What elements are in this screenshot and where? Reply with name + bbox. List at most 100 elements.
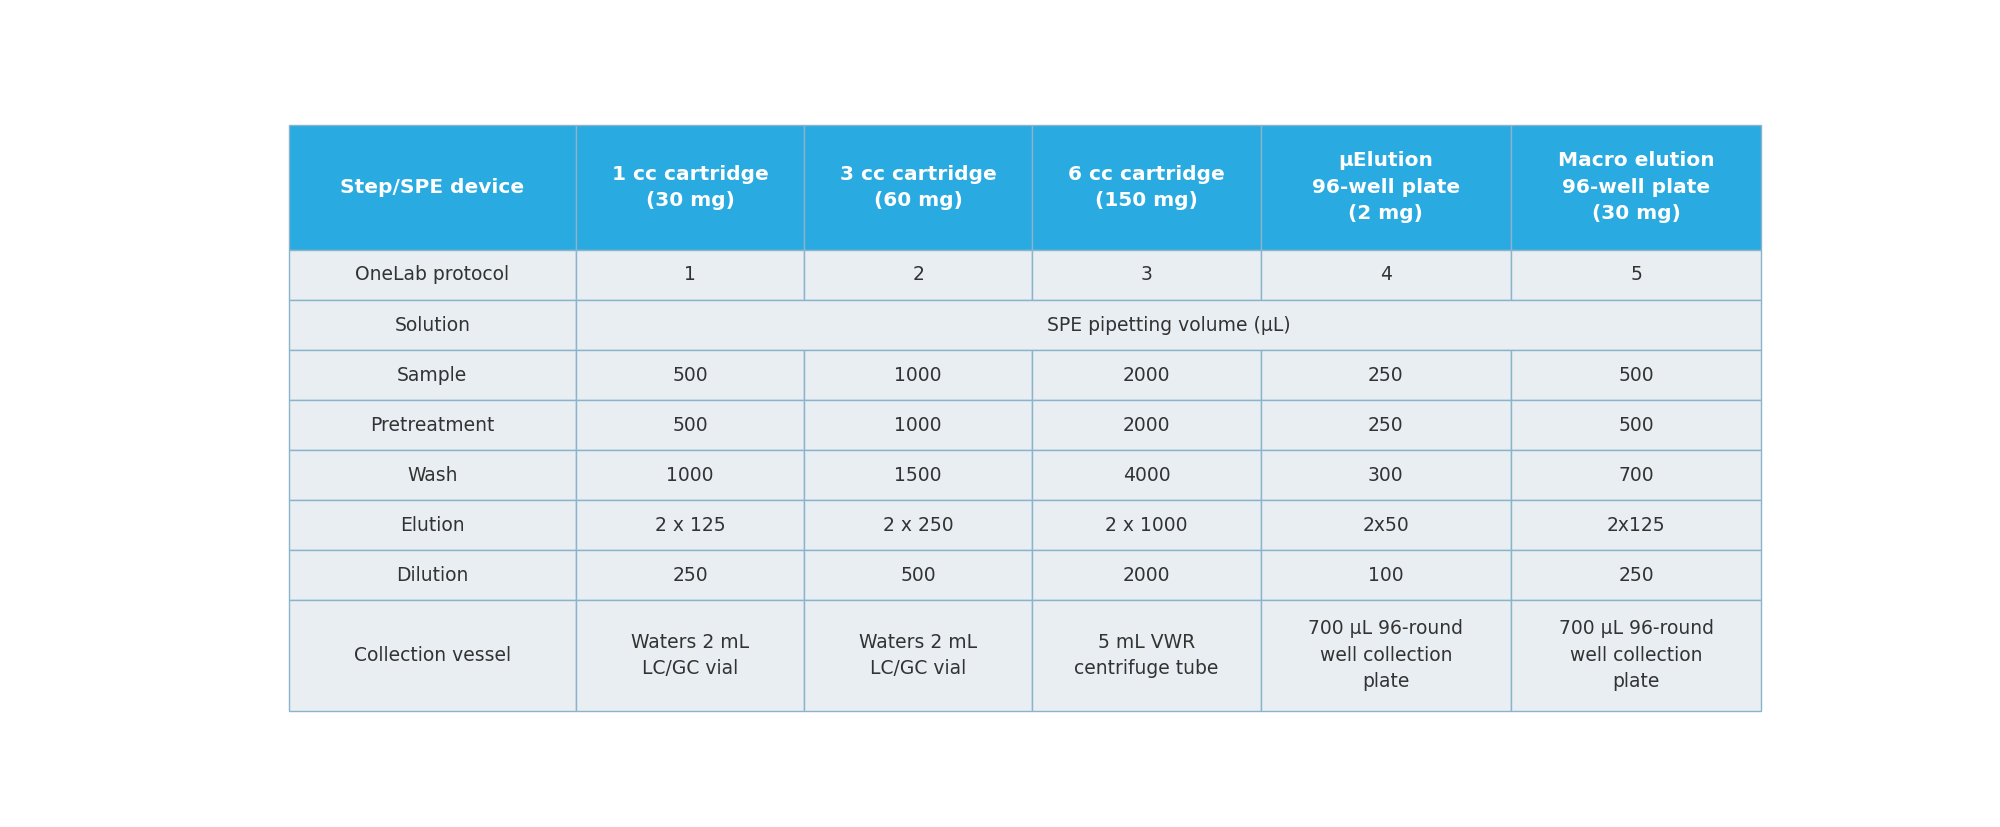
Bar bbox=[576, 600, 804, 710]
Bar bbox=[1032, 550, 1260, 600]
Text: 500: 500 bbox=[672, 416, 708, 435]
Bar bbox=[804, 500, 1032, 550]
Bar bbox=[288, 250, 576, 300]
Text: Waters 2 mL
LC/GC vial: Waters 2 mL LC/GC vial bbox=[860, 633, 978, 678]
Text: 2 x 125: 2 x 125 bbox=[654, 516, 726, 535]
Text: 250: 250 bbox=[1368, 416, 1404, 435]
Bar bbox=[804, 350, 1032, 400]
Bar bbox=[288, 550, 576, 600]
Bar bbox=[1260, 400, 1510, 450]
Text: 500: 500 bbox=[1618, 366, 1654, 385]
Text: 700: 700 bbox=[1618, 466, 1654, 485]
Text: 1500: 1500 bbox=[894, 466, 942, 485]
Text: 250: 250 bbox=[1368, 366, 1404, 385]
Bar bbox=[1260, 350, 1510, 400]
Bar bbox=[804, 450, 1032, 500]
Bar bbox=[1510, 450, 1762, 500]
Bar bbox=[1260, 500, 1510, 550]
Text: 700 μL 96-round
well collection
plate: 700 μL 96-round well collection plate bbox=[1308, 619, 1464, 691]
Text: 1000: 1000 bbox=[894, 416, 942, 435]
Text: 2 x 1000: 2 x 1000 bbox=[1106, 516, 1188, 535]
Text: 3: 3 bbox=[1140, 265, 1152, 284]
Bar bbox=[576, 500, 804, 550]
Bar bbox=[576, 125, 804, 250]
Text: Wash: Wash bbox=[408, 466, 458, 485]
Bar bbox=[1510, 350, 1762, 400]
Bar bbox=[576, 250, 804, 300]
Text: SPE pipetting volume (μL): SPE pipetting volume (μL) bbox=[1046, 316, 1290, 334]
Text: Collection vessel: Collection vessel bbox=[354, 646, 510, 665]
Text: Pretreatment: Pretreatment bbox=[370, 416, 494, 435]
Bar bbox=[1510, 400, 1762, 450]
Text: 2000: 2000 bbox=[1122, 366, 1170, 385]
Bar bbox=[288, 350, 576, 400]
Bar bbox=[1260, 250, 1510, 300]
Text: 500: 500 bbox=[900, 566, 936, 585]
Text: μElution
96-well plate
(2 mg): μElution 96-well plate (2 mg) bbox=[1312, 151, 1460, 223]
Bar bbox=[288, 600, 576, 710]
Text: 6 cc cartridge
(150 mg): 6 cc cartridge (150 mg) bbox=[1068, 165, 1224, 210]
Bar bbox=[288, 300, 576, 350]
Text: 4000: 4000 bbox=[1122, 466, 1170, 485]
Bar bbox=[1032, 400, 1260, 450]
Text: 5: 5 bbox=[1630, 265, 1642, 284]
Bar bbox=[1032, 125, 1260, 250]
Bar bbox=[576, 550, 804, 600]
Text: 2x50: 2x50 bbox=[1362, 516, 1410, 535]
Text: 1000: 1000 bbox=[666, 466, 714, 485]
Text: 3 cc cartridge
(60 mg): 3 cc cartridge (60 mg) bbox=[840, 165, 996, 210]
Bar bbox=[1510, 550, 1762, 600]
Text: 5 mL VWR
centrifuge tube: 5 mL VWR centrifuge tube bbox=[1074, 633, 1218, 678]
Text: 300: 300 bbox=[1368, 466, 1404, 485]
Text: 2 x 250: 2 x 250 bbox=[882, 516, 954, 535]
Text: 2000: 2000 bbox=[1122, 416, 1170, 435]
Text: 1: 1 bbox=[684, 265, 696, 284]
Text: 2: 2 bbox=[912, 265, 924, 284]
Bar bbox=[1510, 500, 1762, 550]
Text: Solution: Solution bbox=[394, 316, 470, 334]
Bar bbox=[1032, 250, 1260, 300]
Bar bbox=[1510, 600, 1762, 710]
Bar bbox=[1260, 450, 1510, 500]
Bar bbox=[1032, 500, 1260, 550]
Bar bbox=[804, 250, 1032, 300]
Bar bbox=[804, 600, 1032, 710]
Bar bbox=[288, 125, 576, 250]
Bar bbox=[576, 450, 804, 500]
Bar bbox=[804, 550, 1032, 600]
Bar bbox=[1510, 250, 1762, 300]
Bar bbox=[1032, 600, 1260, 710]
Text: Step/SPE device: Step/SPE device bbox=[340, 178, 524, 197]
Bar bbox=[1032, 450, 1260, 500]
Text: 500: 500 bbox=[1618, 416, 1654, 435]
Bar bbox=[288, 400, 576, 450]
Bar bbox=[1260, 125, 1510, 250]
Text: 250: 250 bbox=[1618, 566, 1654, 585]
Bar bbox=[576, 350, 804, 400]
Text: Sample: Sample bbox=[398, 366, 468, 385]
Text: 2x125: 2x125 bbox=[1606, 516, 1666, 535]
Text: Dilution: Dilution bbox=[396, 566, 468, 585]
Bar bbox=[288, 500, 576, 550]
Bar bbox=[804, 400, 1032, 450]
Text: Macro elution
96-well plate
(30 mg): Macro elution 96-well plate (30 mg) bbox=[1558, 151, 1714, 223]
Text: Waters 2 mL
LC/GC vial: Waters 2 mL LC/GC vial bbox=[630, 633, 750, 678]
Text: 500: 500 bbox=[672, 366, 708, 385]
Bar bbox=[576, 300, 1762, 350]
Bar bbox=[1260, 550, 1510, 600]
Bar bbox=[804, 125, 1032, 250]
Text: 2000: 2000 bbox=[1122, 566, 1170, 585]
Text: 4: 4 bbox=[1380, 265, 1392, 284]
Text: 1000: 1000 bbox=[894, 366, 942, 385]
Text: Elution: Elution bbox=[400, 516, 464, 535]
Bar bbox=[1260, 600, 1510, 710]
Text: 250: 250 bbox=[672, 566, 708, 585]
Text: OneLab protocol: OneLab protocol bbox=[356, 265, 510, 284]
Text: 100: 100 bbox=[1368, 566, 1404, 585]
Text: 700 μL 96-round
well collection
plate: 700 μL 96-round well collection plate bbox=[1558, 619, 1714, 691]
Bar bbox=[1032, 350, 1260, 400]
Text: 1 cc cartridge
(30 mg): 1 cc cartridge (30 mg) bbox=[612, 165, 768, 210]
Bar bbox=[576, 400, 804, 450]
Bar bbox=[1510, 125, 1762, 250]
Bar bbox=[288, 450, 576, 500]
